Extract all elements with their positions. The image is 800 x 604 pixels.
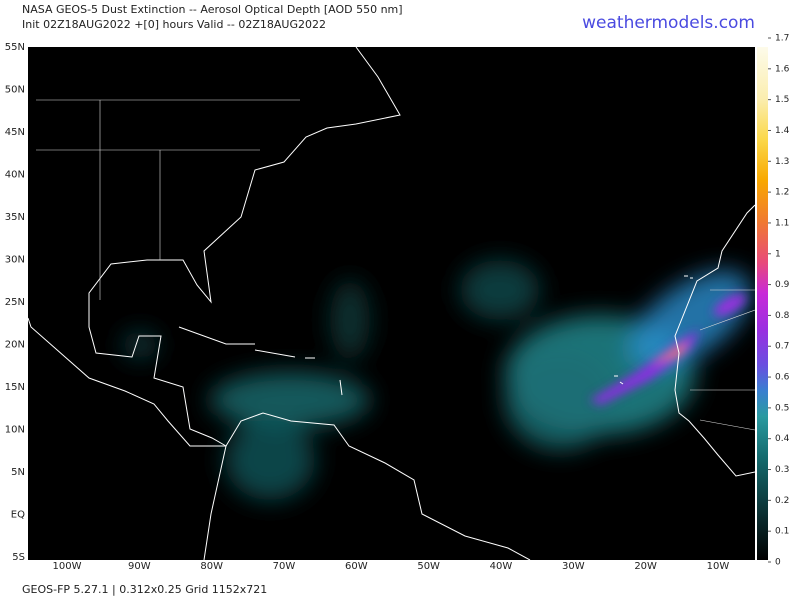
lat-label: EQ	[11, 510, 25, 521]
colorbar-tick-label: 0.6	[775, 373, 790, 383]
brand: weathermodels.com	[582, 13, 755, 33]
lon-label: 100W	[53, 561, 82, 572]
colorbar-tick-label: 1.1	[775, 218, 789, 228]
lat-label: 45N	[5, 127, 25, 138]
lat-label: 50N	[5, 85, 25, 96]
colorbar	[757, 47, 768, 560]
lon-label: 30W	[562, 561, 585, 572]
colorbar-tick-label: 0.3	[775, 465, 789, 475]
coastline-north-america	[88, 47, 401, 447]
colorbar-tick-label: 0	[775, 558, 781, 568]
lon-label: 70W	[273, 561, 296, 572]
coastline-africa	[674, 204, 755, 477]
lat-label: 40N	[5, 170, 25, 181]
colorbar-tick-label: 1.2	[775, 188, 789, 198]
colorbar-tick-label: 1.6	[775, 64, 790, 74]
colorbar-tick-label: 0.5	[775, 403, 789, 413]
colorbar-tick-label: 1.4	[775, 126, 790, 136]
lon-label: 80W	[200, 561, 223, 572]
lat-label: 30N	[5, 255, 25, 266]
coastline-pacific	[28, 317, 227, 560]
coastline-islands	[178, 326, 343, 396]
lat-label: 5S	[12, 552, 25, 563]
lon-label: 90W	[128, 561, 151, 572]
lon-label: 10W	[707, 561, 730, 572]
lat-label: 5N	[11, 467, 25, 478]
lon-label: 60W	[345, 561, 368, 572]
colorbar-tick-label: 1.7	[775, 34, 789, 44]
borders	[36, 99, 755, 431]
colorbar-tick-label: 0.4	[775, 434, 790, 444]
colorbar-tick-label: 0.8	[775, 311, 790, 321]
colorbar-tick-label: 0.2	[775, 496, 789, 506]
footer: GEOS-FP 5.27.1 | 0.312x0.25 Grid 1152x72…	[22, 583, 267, 596]
lat-label: 10N	[5, 425, 25, 436]
islands-atlantic	[614, 275, 693, 385]
lat-label: 20N	[5, 340, 25, 351]
colorbar-tick-label: 0.7	[775, 342, 789, 352]
lon-label: 40W	[490, 561, 513, 572]
subtitle: Init 02Z18AUG2022 +[0] hours Valid -- 02…	[22, 18, 326, 31]
lat-label: 35N	[5, 212, 25, 223]
coastline-south-america	[225, 412, 531, 560]
lon-label: 20W	[634, 561, 657, 572]
lat-label: 55N	[5, 42, 25, 53]
dust-plumes	[122, 260, 751, 500]
colorbar-tick-label: 0.1	[775, 527, 789, 537]
map-layer	[28, 47, 755, 560]
map-background	[28, 47, 755, 560]
dust-core	[590, 294, 746, 405]
colorbar-tick-label: 1	[775, 249, 781, 259]
lat-label: 25N	[5, 297, 25, 308]
colorbar-tick-label: 1.5	[775, 95, 789, 105]
colorbar-tick-label: 0.9	[775, 280, 790, 290]
colorbar-tick-label: 1.3	[775, 157, 789, 167]
lat-label: 15N	[5, 382, 25, 393]
lon-label: 50W	[417, 561, 440, 572]
title: NASA GEOS-5 Dust Extinction -- Aerosol O…	[22, 3, 403, 16]
